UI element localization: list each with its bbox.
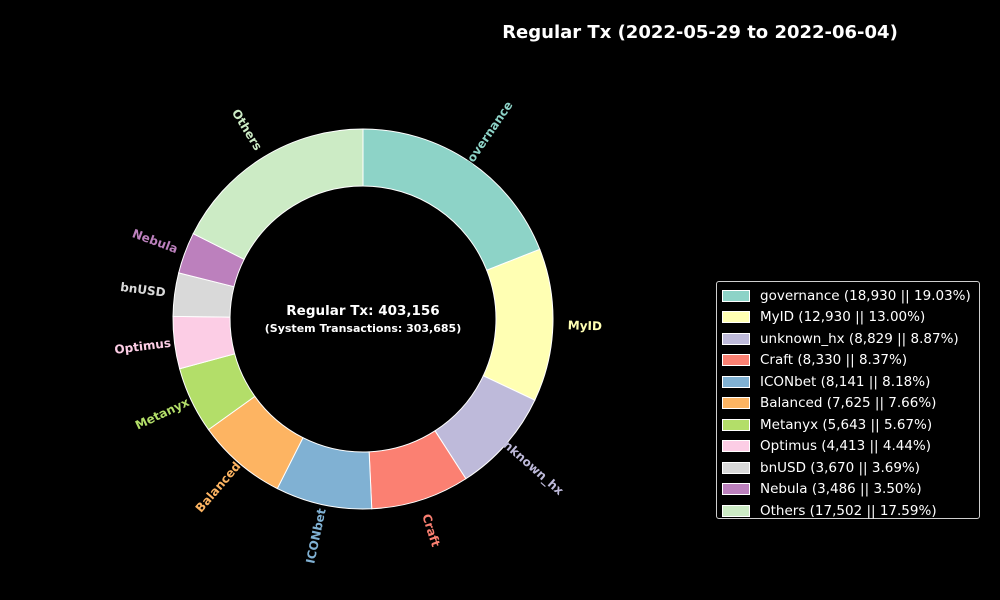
legend-label: Others (17,502 || 17.59%) (760, 502, 937, 519)
slice-label-bnUSD: bnUSD (119, 280, 166, 300)
legend-item-Optimus: Optimus (4,413 || 4.44%) (722, 436, 979, 458)
legend-swatch (722, 311, 750, 324)
slice-label-unknown_hx: unknown_hx (493, 432, 566, 499)
slice-label-governance: governance (459, 99, 515, 172)
legend-swatch (722, 504, 750, 517)
legend-swatch (722, 483, 750, 496)
legend-label: bnUSD (3,670 || 3.69%) (760, 459, 921, 476)
slice-label-Balanced: Balanced (193, 459, 244, 515)
slice-label-Nebula: Nebula (130, 226, 179, 256)
legend-label: Metanyx (5,643 || 5.67%) (760, 416, 933, 433)
legend-label: Balanced (7,625 || 7.66%) (760, 395, 937, 412)
slice-MyID (482, 248, 554, 401)
donut-chart: governance MyID unknown_hx Craft ICONbet Bala… (114, 99, 603, 565)
slice-label-Others: Others (229, 107, 265, 153)
legend-swatch (722, 289, 750, 302)
legend-item-Craft: Craft (8,330 || 8.37%) (722, 350, 979, 372)
slice-governance (362, 128, 541, 271)
legend-item-Balanced: Balanced (7,625 || 7.66%) (722, 393, 979, 415)
legend-swatch (722, 375, 750, 388)
legend-label: Optimus (4,413 || 4.44%) (760, 438, 932, 455)
legend-swatch (722, 418, 750, 431)
chart-title: Regular Tx (2022-05-29 to 2022-06-04) (502, 22, 898, 43)
slice-Others (192, 128, 364, 260)
legend-item-governance: governance (18,930 || 19.03%) (722, 285, 979, 307)
legend-item-Nebula: Nebula (3,486 || 3.50%) (722, 479, 979, 501)
legend-swatch (722, 354, 750, 367)
legend-label: MyID (12,930 || 13.00%) (760, 309, 926, 326)
center-system-label: (System Transactions: 303,685) (265, 322, 461, 335)
legend: governance (18,930 || 19.03%) MyID (12,93… (716, 281, 980, 519)
legend-item-Metanyx: Metanyx (5,643 || 5.67%) (722, 414, 979, 436)
slice-label-Craft: Craft (419, 512, 443, 549)
legend-item-ICONbet: ICONbet (8,141 || 8.18%) (722, 371, 979, 393)
center-total-label: Regular Tx: 403,156 (286, 303, 439, 319)
legend-label: governance (18,930 || 19.03%) (760, 287, 971, 304)
legend-swatch (722, 397, 750, 410)
legend-label: unknown_hx (8,829 || 8.87%) (760, 330, 959, 347)
legend-swatch (722, 332, 750, 345)
legend-item-bnUSD: bnUSD (3,670 || 3.69%) (722, 457, 979, 479)
legend-swatch (722, 461, 750, 474)
legend-swatch (722, 440, 750, 453)
slice-label-Metanyx: Metanyx (133, 395, 192, 433)
legend-item-MyID: MyID (12,930 || 13.00%) (722, 307, 979, 329)
slice-label-MyID: MyID (568, 318, 603, 333)
legend-label: ICONbet (8,141 || 8.18%) (760, 373, 931, 390)
slice-label-ICONbet: ICONbet (303, 507, 328, 565)
legend-item-Others: Others (17,502 || 17.59%) (722, 500, 979, 522)
legend-item-unknown_hx: unknown_hx (8,829 || 8.87%) (722, 328, 979, 350)
slice-group (172, 128, 554, 510)
legend-label: Nebula (3,486 || 3.50%) (760, 481, 922, 498)
legend-label: Craft (8,330 || 8.37%) (760, 352, 908, 369)
slice-label-Optimus: Optimus (114, 336, 172, 357)
